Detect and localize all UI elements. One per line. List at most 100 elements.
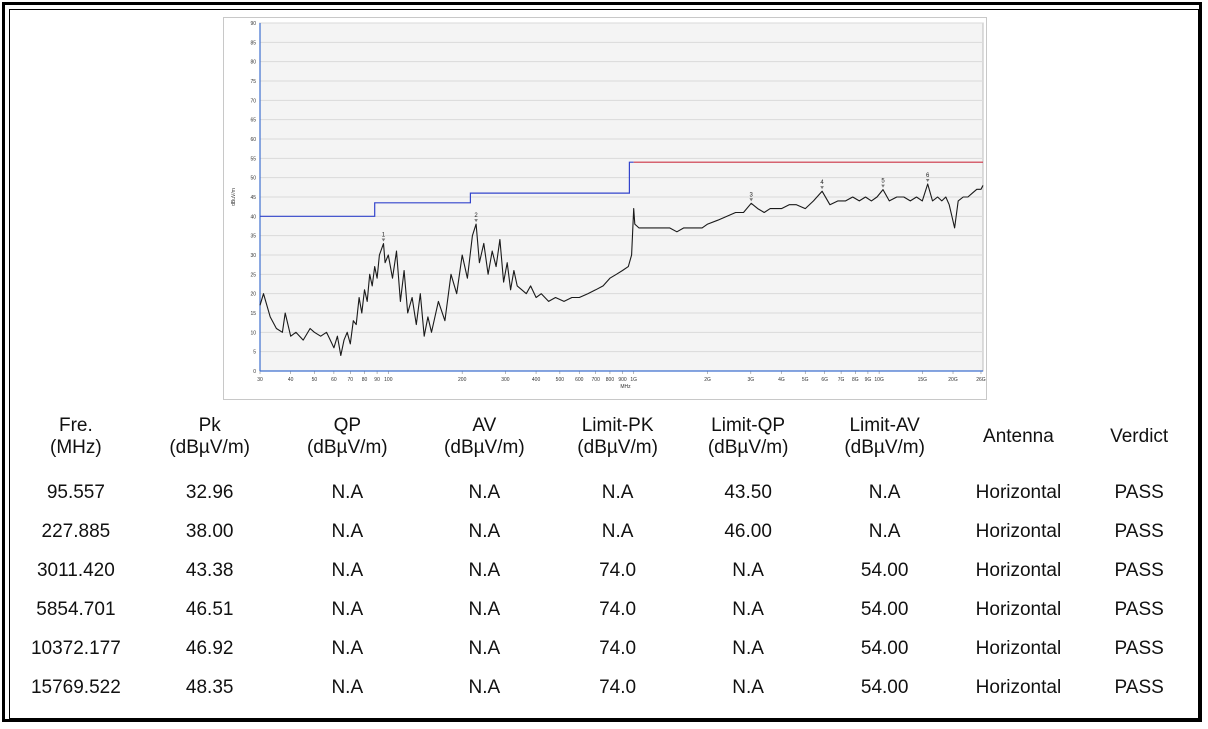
y-tick-label: 20 (250, 292, 256, 298)
x-tick-label: 40 (288, 377, 294, 383)
x-tick-label: 20G (948, 377, 958, 383)
header-pk-line2: (dBµV/m) (169, 437, 250, 458)
y-tick-label: 25 (250, 272, 256, 278)
x-axis-title: MHz (620, 384, 631, 390)
y-tick-label: 45 (250, 195, 256, 201)
cell-limit-pk: 74.0 (599, 559, 637, 581)
y-tick-label: 70 (250, 98, 256, 104)
y-tick-label: 50 (250, 176, 256, 182)
cell-frequency: 3011.420 (36, 559, 115, 581)
x-tick-label: 60 (331, 377, 337, 383)
peak-marker (474, 219, 478, 223)
cell-pk: 38.00 (185, 520, 234, 542)
cell-qp: N.A (331, 637, 364, 659)
header-limit-pk: Limit-PK (dBµV/m) (554, 401, 682, 473)
cell-limit-pk: 74.0 (599, 676, 637, 698)
x-tick-label: 200 (458, 377, 467, 383)
cell-limit-qp: N.A (732, 559, 764, 581)
x-tick-label: 300 (501, 377, 510, 383)
peak-marker (925, 179, 930, 183)
cell-av: N.A (468, 520, 501, 542)
y-tick-label: 0 (253, 369, 256, 375)
x-tick-label: 50 (312, 377, 318, 383)
header-limit-av-line2: (dBµV/m) (844, 437, 925, 458)
cell-pk: 46.51 (185, 598, 234, 620)
header-qp: QP (dBµV/m) (280, 401, 415, 473)
y-tick-label: 10 (250, 330, 256, 336)
cell-av: N.A (468, 559, 501, 581)
peak-marker (820, 186, 824, 190)
cell-antenna: Horizontal (975, 637, 1062, 659)
header-av: AV (dBµV/m) (415, 401, 554, 473)
cell-limit-av: N.A (868, 520, 901, 542)
x-tick-label: 7G (838, 377, 845, 383)
y-tick-label: 55 (250, 156, 256, 162)
cell-frequency: 15769.522 (30, 676, 121, 698)
x-tick-label: 4G (778, 377, 785, 383)
cell-pk: 46.92 (185, 637, 234, 659)
cell-limit-qp: 43.50 (724, 481, 772, 503)
header-qp-line1: QP (333, 415, 362, 436)
x-tick-label: 5G (802, 377, 809, 383)
cell-limit-qp: 46.00 (724, 520, 772, 542)
peak-marker-label: 3 (750, 192, 754, 198)
x-tick-label: 100 (384, 377, 393, 383)
cell-qp: N.A (331, 559, 364, 581)
y-tick-label: 40 (250, 214, 256, 220)
x-tick-label: 1G (630, 377, 637, 383)
cell-limit-pk: 74.0 (599, 637, 637, 659)
x-tick-label: 9G (865, 377, 872, 383)
table-header-row: Fre. (MHz) Pk (dBµV/m) QP (dBµV/m) AV (dBµV/… (12, 401, 1196, 473)
y-tick-label: 75 (250, 79, 256, 85)
y-tick-label: 30 (250, 253, 256, 259)
header-antenna: Antenna (955, 401, 1083, 473)
header-verdict-label: Verdict (1110, 426, 1169, 447)
cell-qp: N.A (331, 520, 364, 542)
cell-limit-pk: N.A (601, 481, 634, 503)
peak-marker (881, 184, 885, 188)
cell-limit-qp: N.A (732, 598, 764, 620)
x-tick-label: 500 (556, 377, 565, 383)
x-tick-label: 10G (874, 377, 884, 383)
cell-limit-av: 54.00 (860, 637, 909, 659)
cell-antenna: Horizontal (975, 559, 1062, 581)
cell-limit-pk: 74.0 (599, 598, 637, 620)
peak-marker-label: 5 (881, 179, 885, 185)
peak-marker-label: 2 (474, 213, 478, 219)
y-tick-label: 5 (253, 350, 256, 356)
x-tick-label: 700 (592, 377, 601, 383)
cell-limit-av: 54.00 (860, 676, 909, 698)
cell-qp: N.A (331, 598, 364, 620)
table-row: 5854.701 46.51 N.A N.A 74.0 N.A 54.00 Ho… (12, 590, 1196, 629)
header-limit-av-line1: Limit-AV (849, 415, 920, 436)
cell-qp: N.A (331, 481, 364, 503)
cell-frequency: 227.885 (41, 520, 111, 542)
table-row: 95.557 32.96 N.A N.A N.A 43.50 N.A Horiz… (12, 473, 1196, 512)
cell-limit-qp: N.A (732, 637, 764, 659)
header-frequency-line2: (MHz) (50, 437, 102, 458)
table-row: 227.885 38.00 N.A N.A N.A 46.00 N.A Hori… (12, 512, 1196, 551)
cell-antenna: Horizontal (975, 598, 1062, 620)
cell-verdict: PASS (1114, 481, 1164, 503)
x-tick-label: 400 (532, 377, 541, 383)
table-row: 15769.522 48.35 N.A N.A 74.0 N.A 54.00 H… (12, 668, 1196, 707)
x-tick-label: 2G (704, 377, 711, 383)
cell-antenna: Horizontal (975, 676, 1062, 698)
header-limit-pk-line1: Limit-PK (581, 415, 654, 436)
x-tick-label: 70 (348, 377, 354, 383)
measurement-trace (259, 183, 984, 357)
cell-pk: 32.96 (185, 481, 234, 503)
cell-antenna: Horizontal (975, 520, 1062, 542)
cell-verdict: PASS (1114, 676, 1164, 698)
header-verdict: Verdict (1082, 401, 1196, 473)
y-tick-label: 80 (250, 60, 256, 66)
x-tick-label: 600 (575, 377, 584, 383)
y-tick-label: 35 (250, 234, 256, 240)
y-tick-label: 15 (250, 311, 256, 317)
header-frequency-line1: Fre. (59, 415, 93, 436)
inner-border (9, 9, 1199, 719)
limit-line (260, 161, 634, 217)
y-axis-title: dBuV/m (231, 188, 237, 206)
emission-chart: 0 5 10 15 20 25 30 35 40 45 50 55 60 65 70 75 80 85 90 30 40… (223, 17, 987, 400)
